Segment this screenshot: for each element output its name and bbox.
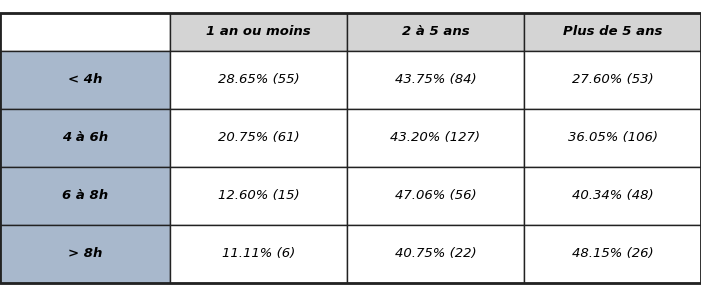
Bar	[524, 50, 701, 109]
Bar	[170, 166, 347, 224]
Bar	[524, 166, 701, 224]
Bar	[347, 50, 524, 109]
Bar	[347, 12, 524, 50]
Bar	[347, 224, 524, 283]
Bar	[0, 166, 170, 224]
Text: 40.75% (22): 40.75% (22)	[395, 247, 476, 260]
Text: 48.15% (26): 48.15% (26)	[572, 247, 653, 260]
Text: Plus de 5 ans: Plus de 5 ans	[563, 25, 662, 38]
Bar	[170, 12, 347, 50]
Bar	[347, 166, 524, 224]
Text: < 4h: < 4h	[68, 73, 102, 86]
Text: 43.20% (127): 43.20% (127)	[390, 131, 480, 144]
Bar	[170, 224, 347, 283]
Text: 6 à 8h: 6 à 8h	[62, 189, 108, 202]
Text: 43.75% (84): 43.75% (84)	[395, 73, 476, 86]
Bar	[0, 12, 170, 50]
Bar	[0, 224, 170, 283]
Text: 2 à 5 ans: 2 à 5 ans	[402, 25, 469, 38]
Text: 40.34% (48): 40.34% (48)	[572, 189, 653, 202]
Bar	[347, 109, 524, 166]
Text: 12.60% (15): 12.60% (15)	[218, 189, 299, 202]
Bar	[524, 224, 701, 283]
Bar	[0, 109, 170, 166]
Text: 36.05% (106): 36.05% (106)	[568, 131, 658, 144]
Text: > 8h: > 8h	[68, 247, 102, 260]
Text: 27.60% (53): 27.60% (53)	[572, 73, 653, 86]
Bar	[524, 12, 701, 50]
Bar	[524, 109, 701, 166]
Text: 4 à 6h: 4 à 6h	[62, 131, 108, 144]
Bar	[0, 50, 170, 109]
Text: 20.75% (61): 20.75% (61)	[218, 131, 299, 144]
Text: 28.65% (55): 28.65% (55)	[218, 73, 299, 86]
Text: 47.06% (56): 47.06% (56)	[395, 189, 476, 202]
Text: 1 an ou moins: 1 an ou moins	[206, 25, 311, 38]
Bar	[170, 50, 347, 109]
Text: 11.11% (6): 11.11% (6)	[222, 247, 295, 260]
Bar	[170, 109, 347, 166]
